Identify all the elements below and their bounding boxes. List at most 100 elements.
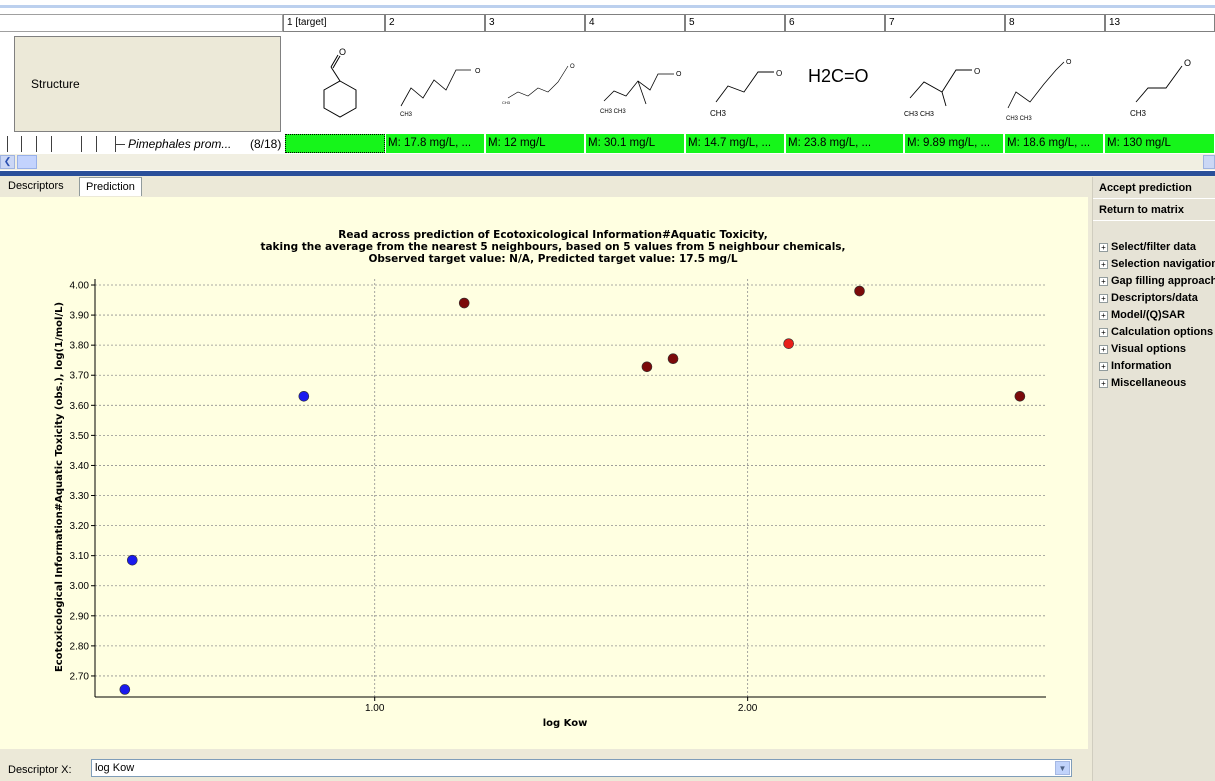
data-point[interactable]: [119, 684, 131, 695]
svg-text:CH3 CH3: CH3 CH3: [600, 109, 626, 115]
section-miscellaneous[interactable]: + Miscellaneous: [1093, 376, 1215, 393]
scroll-left-icon[interactable]: ❮: [0, 155, 15, 169]
svg-text:O: O: [1184, 58, 1191, 68]
value-cell-target[interactable]: [285, 134, 385, 153]
structure-5[interactable]: O CH3: [686, 36, 785, 132]
section-label: Calculation options: [1111, 326, 1214, 338]
chevron-down-icon[interactable]: ▼: [1055, 761, 1070, 775]
y-tick-label: 3.90: [70, 311, 90, 322]
section-gap-filling-approach[interactable]: + Gap filling approach: [1093, 274, 1215, 291]
right-panel: Accept prediction Return to matrix + Sele…: [1092, 177, 1215, 781]
tab-descriptors[interactable]: Descriptors: [8, 180, 64, 192]
scroll-thumb[interactable]: [17, 155, 37, 169]
data-point[interactable]: [667, 353, 679, 364]
section-label: Information: [1111, 360, 1172, 372]
scroll-right-icon[interactable]: [1203, 155, 1215, 169]
value-cell[interactable]: M: 9.89 mg/L, ...: [905, 134, 1004, 153]
right-panel-sections: + Select/filter data + Selection navigation…: [1093, 240, 1215, 393]
structure-8[interactable]: O CH3 CH3: [986, 36, 1085, 132]
expand-icon[interactable]: +: [1099, 293, 1108, 303]
y-ticks: 2.70 2.80 2.90 3.00 3.10 3.20 3.30 3.40 3.50 3.60…: [70, 281, 95, 682]
section-calculation-options[interactable]: + Calculation options: [1093, 325, 1215, 342]
section-label: Select/filter data: [1111, 241, 1196, 253]
descriptor-x-label: Descriptor X:: [8, 764, 72, 776]
y-axis-label: Ecotoxicological Information#Aquatic Tox…: [54, 302, 65, 672]
data-point[interactable]: [641, 361, 653, 373]
column-header-2[interactable]: 2: [385, 14, 485, 32]
data-point[interactable]: [458, 297, 470, 309]
svg-text:O: O: [974, 67, 980, 76]
data-point[interactable]: [298, 390, 310, 402]
expand-icon[interactable]: +: [1099, 276, 1108, 286]
grid: [95, 279, 1046, 697]
y-tick-label: 3.50: [70, 431, 90, 442]
column-header-6[interactable]: 6: [785, 14, 885, 32]
y-tick-label: 2.90: [70, 611, 90, 622]
expand-icon[interactable]: +: [1099, 242, 1108, 252]
section-model-q-sar[interactable]: + Model/(Q)SAR: [1093, 308, 1215, 325]
section-visual-options[interactable]: + Visual options: [1093, 342, 1215, 359]
column-header-3[interactable]: 3: [485, 14, 585, 32]
y-tick-label: 2.80: [70, 641, 90, 652]
structure-2[interactable]: O CH3: [386, 36, 485, 132]
data-point[interactable]: [126, 554, 138, 566]
structure-4[interactable]: O CH3 CH3: [586, 36, 685, 132]
svg-text:CH3: CH3: [502, 100, 511, 105]
endpoint-tree[interactable]: Pimephales prom... (8/18): [0, 134, 283, 154]
value-cell[interactable]: M: 14.7 mg/L, ...: [686, 134, 785, 153]
column-header-8[interactable]: 8: [1005, 14, 1105, 32]
expand-icon[interactable]: +: [1099, 259, 1108, 269]
x-ticks: 1.00 2.00: [365, 697, 758, 714]
descriptor-bar: Descriptor X: log Kow ▼: [0, 749, 1088, 781]
data-point[interactable]: [1014, 390, 1026, 402]
svg-text:O: O: [570, 64, 575, 70]
section-selection-navigation[interactable]: + Selection navigation: [1093, 257, 1215, 274]
column-header-1[interactable]: 1 [target]: [283, 14, 385, 32]
chart-title-line-3: Observed target value: N/A, Predicted ta…: [368, 253, 737, 265]
y-tick-label: 3.30: [70, 491, 90, 502]
value-cell[interactable]: M: 17.8 mg/L, ...: [386, 134, 485, 153]
value-cell[interactable]: M: 23.8 mg/L, ...: [786, 134, 904, 153]
expand-icon[interactable]: +: [1099, 310, 1108, 320]
descriptor-x-value: log Kow: [95, 762, 135, 774]
structure-13[interactable]: O CH3: [1086, 36, 1215, 132]
tab-prediction[interactable]: Prediction: [79, 177, 142, 196]
section-select-filter-data[interactable]: + Select/filter data: [1093, 240, 1215, 257]
horizontal-scrollbar[interactable]: ❮: [0, 154, 1215, 170]
section-descriptors-data[interactable]: + Descriptors/data: [1093, 291, 1215, 308]
column-header-5[interactable]: 5: [685, 14, 785, 32]
chart-title: Read across prediction of Ecotoxicologic…: [260, 229, 845, 265]
structure-3[interactable]: O CH3: [486, 36, 585, 132]
section-information[interactable]: + Information: [1093, 359, 1215, 376]
prediction-plot-panel: Read across prediction of Ecotoxicologic…: [0, 197, 1088, 749]
value-cell[interactable]: M: 18.6 mg/L, ...: [1005, 134, 1104, 153]
column-header-4[interactable]: 4: [585, 14, 685, 32]
expand-icon[interactable]: +: [1099, 344, 1108, 354]
y-tick-label: 3.10: [70, 551, 90, 562]
return-to-matrix-button[interactable]: Return to matrix: [1093, 199, 1215, 221]
column-header-7[interactable]: 7: [885, 14, 1005, 32]
section-label: Miscellaneous: [1111, 377, 1187, 389]
svg-text:CH3: CH3: [710, 109, 727, 118]
chart-title-line-1: Read across prediction of Ecotoxicologic…: [338, 229, 767, 241]
value-cell[interactable]: M: 30.1 mg/L: [586, 134, 685, 153]
data-point[interactable]: [783, 338, 794, 349]
splitter[interactable]: [0, 171, 1215, 176]
x-tick-label: 2.00: [738, 703, 758, 714]
structure-6[interactable]: H2C=O: [786, 36, 885, 132]
structure-7[interactable]: O CH3 CH3: [886, 36, 985, 132]
section-label: Visual options: [1111, 343, 1186, 355]
expand-icon[interactable]: +: [1099, 361, 1108, 371]
svg-text:O: O: [776, 69, 782, 78]
descriptor-x-select[interactable]: log Kow ▼: [91, 759, 1072, 777]
data-point[interactable]: [854, 285, 865, 297]
structure-target[interactable]: O: [285, 36, 385, 132]
column-header-9[interactable]: 13: [1105, 14, 1215, 32]
expand-icon[interactable]: +: [1099, 378, 1108, 388]
value-cell[interactable]: M: 130 mg/L: [1105, 134, 1215, 153]
svg-text:CH3 CH3: CH3 CH3: [1006, 116, 1032, 122]
expand-icon[interactable]: +: [1099, 327, 1108, 337]
accept-prediction-button[interactable]: Accept prediction: [1093, 177, 1215, 199]
value-cell[interactable]: M: 12 mg/L: [486, 134, 585, 153]
species-label: Pimephales prom...: [128, 137, 232, 151]
